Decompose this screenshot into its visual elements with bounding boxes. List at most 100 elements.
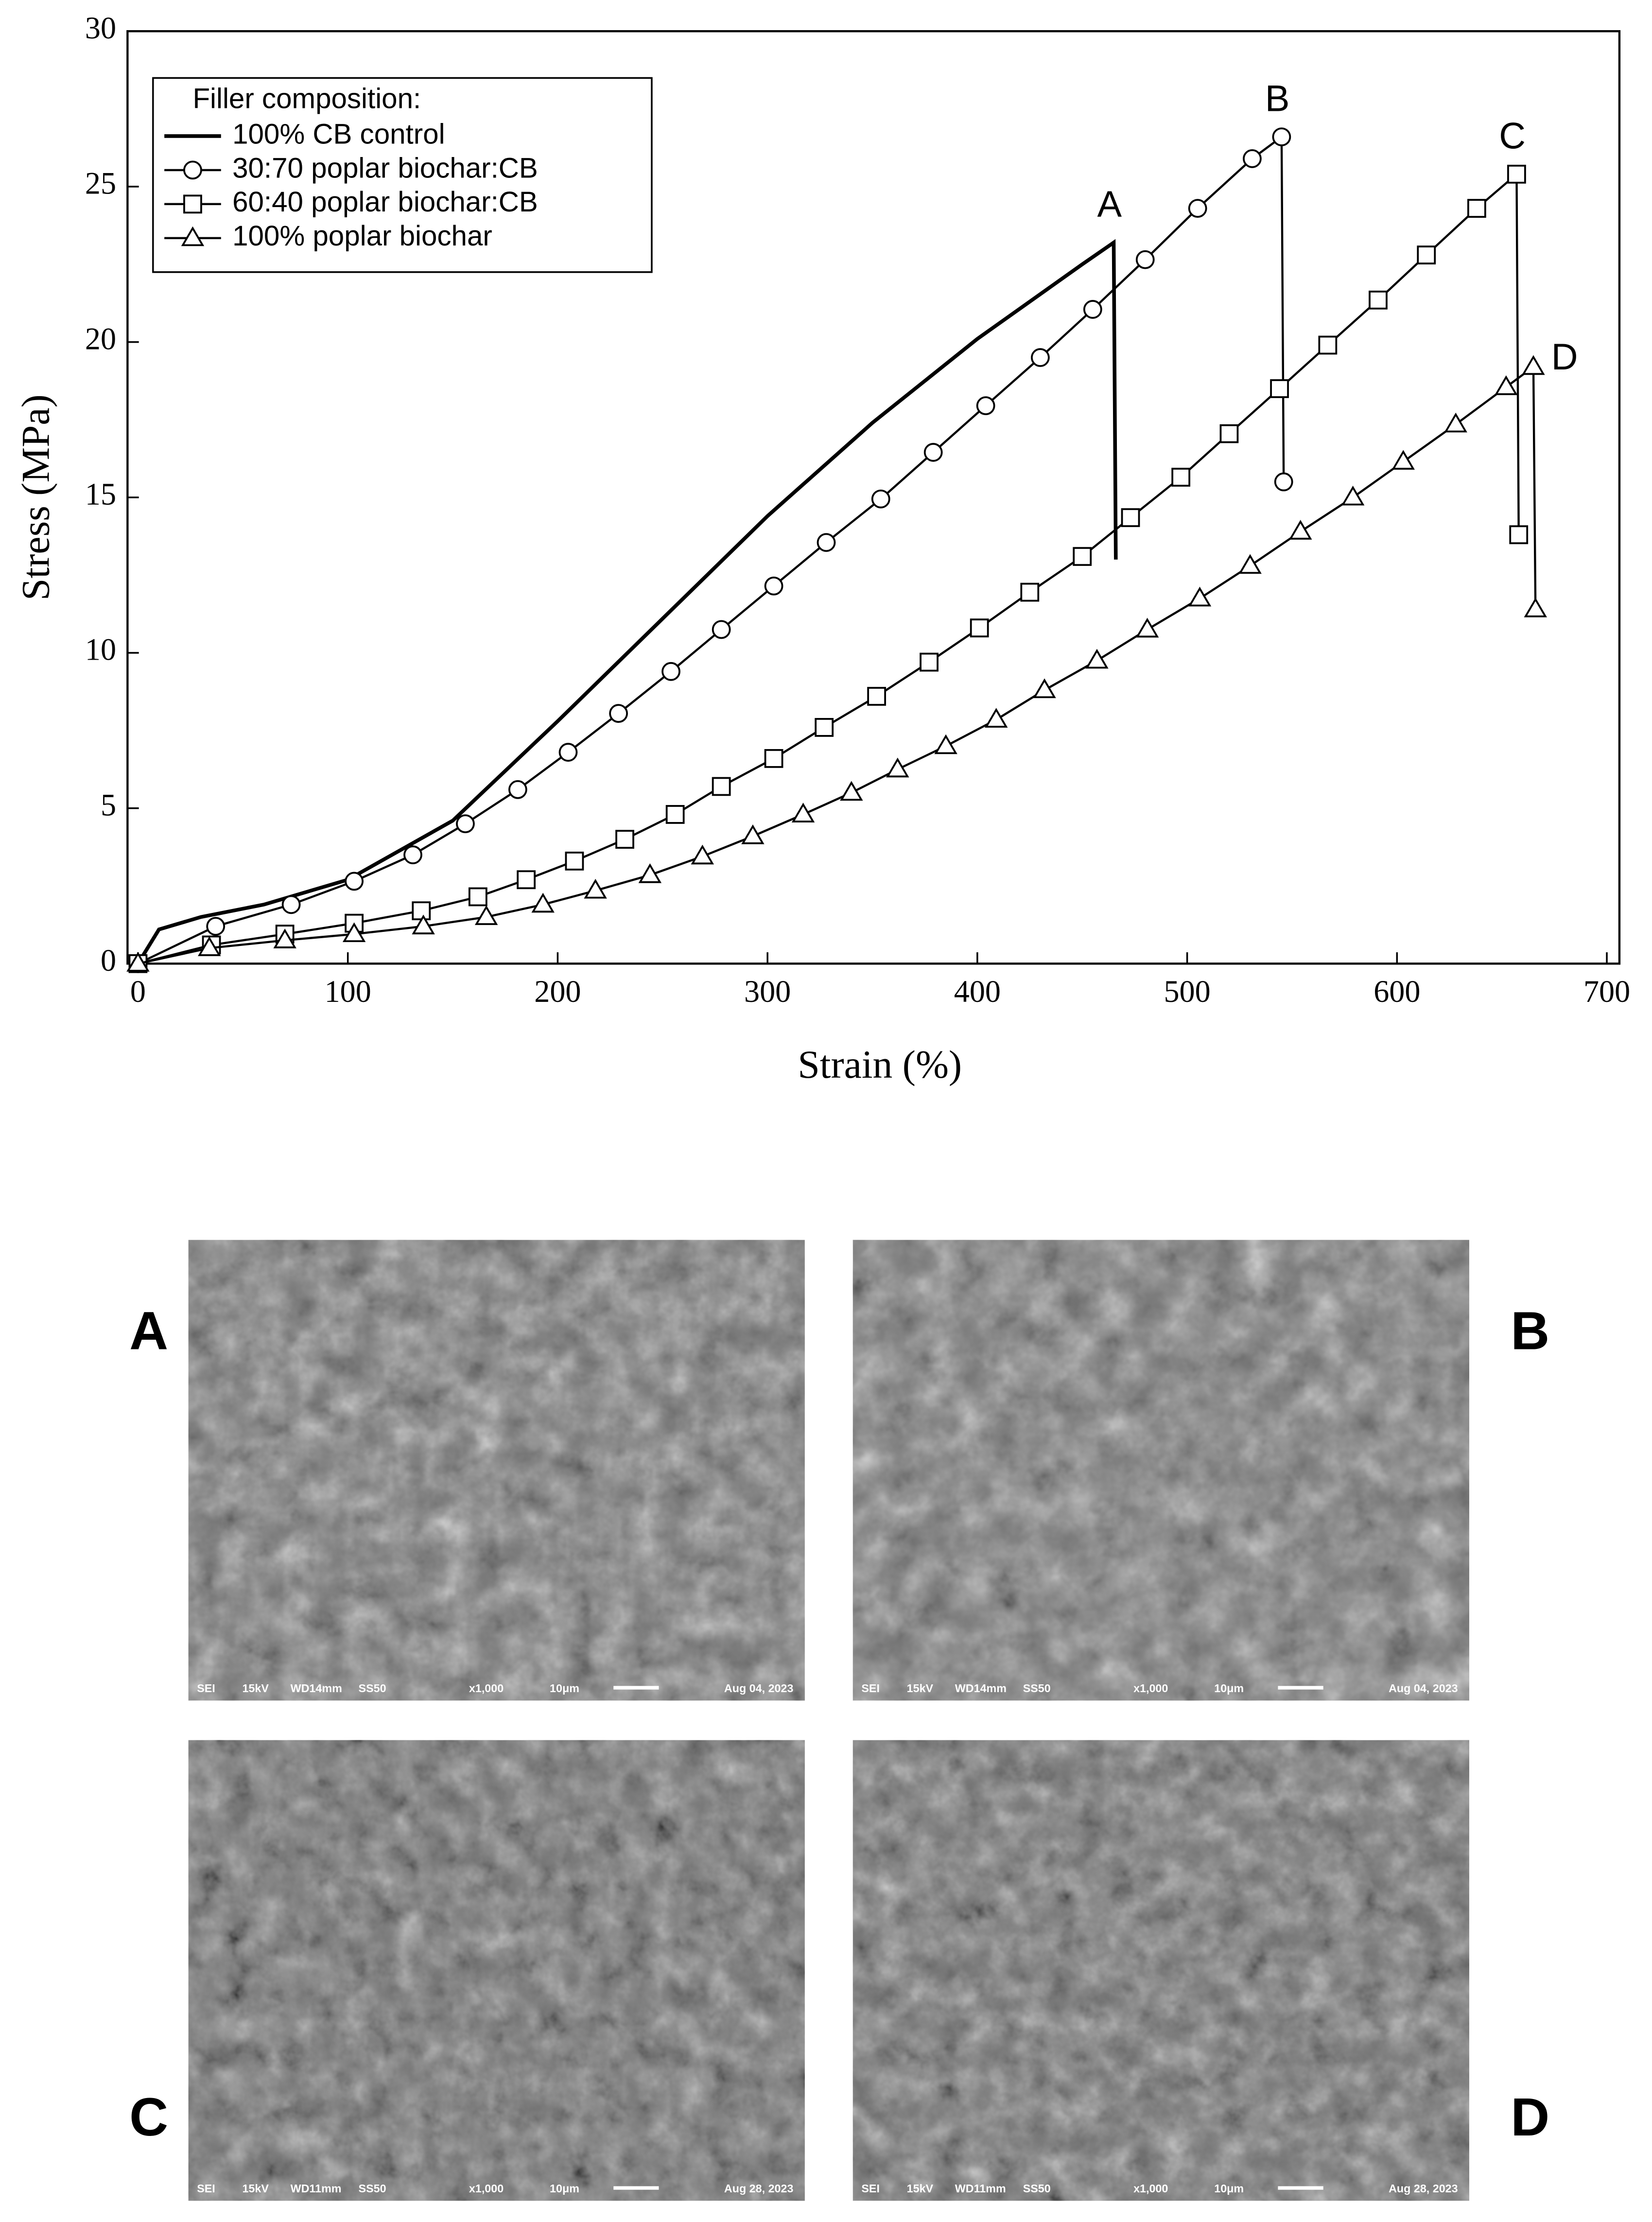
- micrograph-info: SEI: [861, 2182, 880, 2195]
- data-point: [1073, 547, 1092, 566]
- data-point: [840, 781, 863, 801]
- data-point: [508, 780, 527, 799]
- micrograph-info: SEI: [197, 2182, 215, 2195]
- micrograph-info: SS50: [1023, 2182, 1051, 2195]
- y-tick-label: 25: [85, 166, 116, 201]
- data-point: [474, 905, 498, 925]
- data-point: [558, 743, 578, 762]
- data-point: [1030, 348, 1050, 367]
- data-point: [1188, 586, 1212, 607]
- data-point: [345, 872, 364, 891]
- data-point: [764, 749, 783, 768]
- data-point: [1020, 582, 1040, 602]
- micrograph-texture: [188, 1240, 805, 1701]
- x-tick-label: 500: [1164, 974, 1210, 1009]
- micrograph-info: WD11mm: [291, 2182, 342, 2195]
- micrograph-info: SEI: [197, 1682, 215, 1695]
- data-point: [1085, 648, 1109, 669]
- panel-label: D: [1511, 2087, 1549, 2147]
- panel-label: A: [129, 1301, 168, 1361]
- data-point: [871, 490, 890, 508]
- micrograph-info: SS50: [1023, 1682, 1051, 1695]
- micrograph-info: x1,000: [1133, 2182, 1168, 2195]
- data-point: [342, 922, 366, 943]
- data-point: [273, 928, 296, 948]
- y-axis-label: Stress (MPa): [13, 394, 57, 600]
- data-point: [815, 718, 834, 737]
- x-tick-label: 700: [1583, 974, 1630, 1009]
- x-tick-label: 100: [325, 974, 371, 1009]
- data-point: [609, 704, 628, 723]
- data-point: [1135, 617, 1159, 638]
- y-tick-label: 0: [101, 943, 116, 978]
- data-point: [206, 917, 226, 936]
- legend-label: 100% poplar biochar: [232, 220, 492, 252]
- micrograph-info: 10μm: [1214, 2182, 1244, 2195]
- micrograph-info: Aug 04, 2023: [724, 1682, 794, 1695]
- data-point: [1444, 412, 1467, 433]
- curve-label: D: [1551, 336, 1578, 378]
- data-point: [1171, 468, 1191, 487]
- x-tick-label: 300: [744, 974, 791, 1009]
- data-point: [638, 863, 662, 883]
- panel-label: C: [129, 2087, 168, 2147]
- data-point: [712, 620, 731, 639]
- data-point: [468, 887, 487, 907]
- x-axis-label: Strain (%): [798, 1042, 962, 1086]
- micrograph-info: x1,000: [469, 2182, 504, 2195]
- series-line: [138, 365, 1537, 965]
- y-tick-label: 5: [101, 787, 116, 822]
- data-point: [712, 777, 731, 796]
- data-point: [281, 895, 301, 914]
- legend-label: 30:70 poplar biochar:CB: [232, 152, 538, 184]
- micrograph-info: WD14mm: [955, 1682, 1007, 1695]
- micrograph-info: WD11mm: [955, 2182, 1006, 2195]
- micrograph-info: x1,000: [469, 1682, 504, 1695]
- data-point: [817, 533, 836, 552]
- micrograph-info: 10μm: [550, 1682, 579, 1695]
- legend-label: 100% CB control: [232, 118, 445, 150]
- data-point: [1417, 245, 1436, 264]
- data-point: [1289, 520, 1312, 540]
- data-point: [1083, 300, 1102, 319]
- micrograph-info: x1,000: [1133, 1682, 1168, 1695]
- micrograph-info: 15kV: [242, 2182, 269, 2195]
- data-point: [1238, 554, 1262, 574]
- data-point: [741, 824, 765, 844]
- y-tick-label: 30: [85, 11, 116, 45]
- data-point: [1495, 375, 1518, 395]
- x-tick-label: 200: [534, 974, 581, 1009]
- data-point: [764, 577, 783, 595]
- data-point: [1507, 164, 1526, 184]
- data-point: [456, 814, 475, 833]
- data-point: [1522, 355, 1545, 375]
- data-point: [1270, 379, 1289, 398]
- micrograph-texture: [852, 1240, 1469, 1701]
- data-point: [403, 845, 422, 864]
- data-point: [1243, 149, 1262, 168]
- micrograph-info: WD14mm: [291, 1682, 342, 1695]
- y-tick-label: 10: [85, 632, 116, 667]
- curve-label: A: [1097, 184, 1122, 225]
- x-tick-label: 600: [1374, 974, 1420, 1009]
- micrograph-texture: [852, 1740, 1469, 2201]
- data-point: [1524, 597, 1547, 617]
- micrograph-info: 15kV: [242, 1682, 269, 1695]
- data-point: [1135, 250, 1155, 269]
- micrograph-info: 15kV: [907, 1682, 934, 1695]
- micrograph-info: Aug 28, 2023: [1389, 2182, 1458, 2195]
- data-point: [934, 734, 957, 754]
- data-point: [1341, 486, 1365, 506]
- data-point: [985, 708, 1008, 728]
- data-point: [1369, 290, 1388, 310]
- legend-marker: [181, 226, 205, 246]
- data-point: [1188, 199, 1207, 218]
- data-point: [923, 443, 943, 462]
- series-line: [138, 172, 1520, 965]
- data-point: [565, 851, 584, 871]
- data-point: [412, 901, 431, 921]
- data-point: [665, 805, 685, 824]
- micrograph-texture: [188, 1740, 805, 2201]
- micrograph-info: SEI: [861, 1682, 880, 1695]
